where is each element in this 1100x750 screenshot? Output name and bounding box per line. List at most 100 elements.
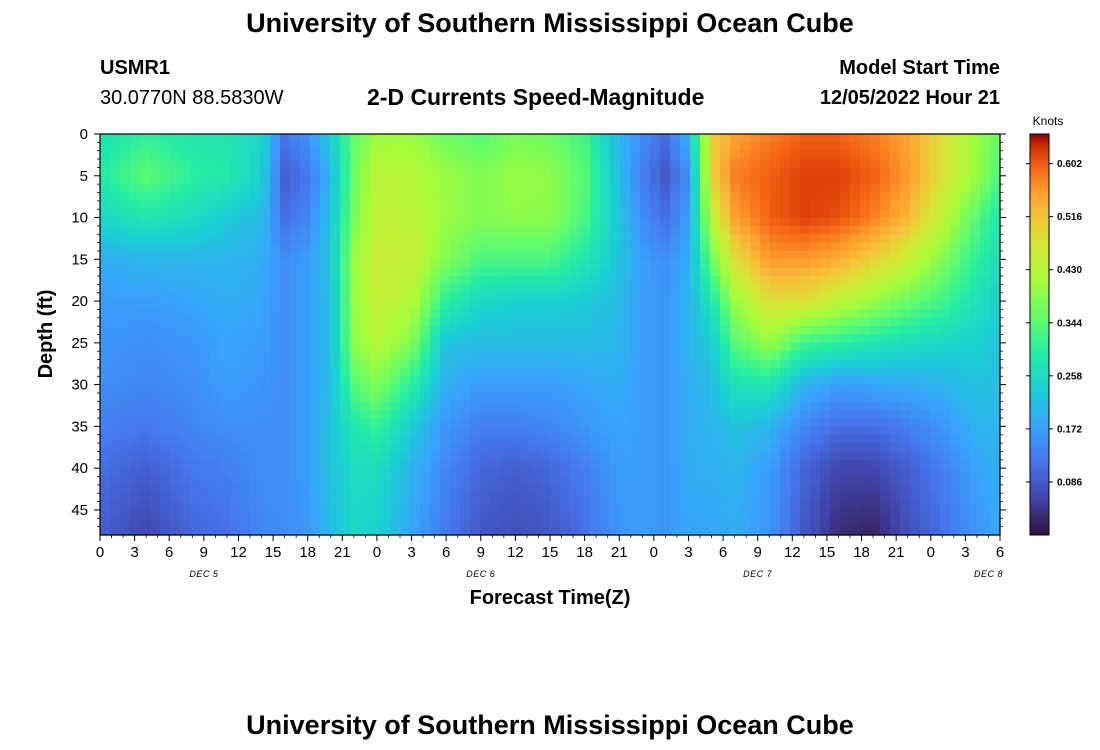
heat-cell <box>770 317 781 327</box>
heat-cell <box>840 250 851 260</box>
heat-cell <box>360 501 371 511</box>
heat-cell <box>600 192 611 202</box>
heat-cell <box>110 234 121 244</box>
heat-cell <box>270 242 281 252</box>
heat-cell <box>370 150 381 160</box>
heat-cell <box>520 384 531 394</box>
heat-cell <box>920 326 931 336</box>
heat-cell <box>380 150 391 160</box>
heat-cell <box>880 359 891 369</box>
heat-cell <box>820 367 831 377</box>
heat-cell <box>970 276 981 285</box>
heat-cell <box>550 250 561 260</box>
heat-cell <box>600 301 611 311</box>
heat-cell <box>210 276 221 285</box>
heat-cell <box>750 217 761 227</box>
heat-cell <box>650 501 661 511</box>
heat-cell <box>140 518 151 528</box>
heat-cell <box>150 242 161 252</box>
heat-cell <box>500 509 511 519</box>
heat-cell <box>270 284 281 294</box>
heat-cell <box>560 376 571 386</box>
heat-cell <box>640 434 651 444</box>
heat-cell <box>300 409 311 419</box>
heat-cell <box>190 317 201 327</box>
heat-cell <box>700 309 711 319</box>
heat-cell <box>450 484 461 494</box>
heat-cell <box>490 476 501 486</box>
heat-cell <box>250 451 261 461</box>
heat-cell <box>310 359 321 369</box>
heat-cell <box>840 159 851 169</box>
heat-cell <box>190 351 201 361</box>
heat-cell <box>820 234 831 244</box>
heat-cell <box>170 509 181 519</box>
heat-cell <box>740 384 751 394</box>
heat-cell <box>400 342 411 352</box>
heat-cell <box>590 175 601 185</box>
heat-cell <box>560 342 571 352</box>
heat-cell <box>680 276 691 285</box>
heat-cell <box>950 392 961 402</box>
heat-cell <box>400 284 411 294</box>
heat-cell <box>320 209 331 219</box>
heat-cell <box>460 159 471 169</box>
heat-cell <box>860 418 871 427</box>
heat-cell <box>470 317 481 327</box>
heat-cell <box>300 309 311 319</box>
heat-cell <box>460 476 471 486</box>
heat-cell <box>510 376 521 386</box>
heat-cell <box>630 317 641 327</box>
heat-cell <box>920 434 931 444</box>
heat-cell <box>100 301 111 311</box>
heat-cell <box>760 409 771 419</box>
heat-cell <box>900 409 911 419</box>
heat-cell <box>720 167 731 177</box>
heat-cell <box>290 250 301 260</box>
heat-cell <box>550 392 561 402</box>
heat-cell <box>100 426 111 436</box>
heat-cell <box>130 359 141 369</box>
heat-cell <box>270 459 281 469</box>
heat-cell <box>110 493 121 503</box>
heat-cell <box>440 459 451 469</box>
heat-cell <box>800 301 811 311</box>
heat-cell <box>930 225 941 235</box>
heat-cell <box>350 234 361 244</box>
heat-cell <box>180 209 191 219</box>
heat-cell <box>750 284 761 294</box>
heat-cell <box>610 509 621 519</box>
heat-cell <box>930 509 941 519</box>
heat-cell <box>660 384 671 394</box>
heat-cell <box>870 342 881 352</box>
heat-cell <box>300 451 311 461</box>
heat-cell <box>740 459 751 469</box>
heat-cell <box>580 209 591 219</box>
heat-cell <box>970 468 981 478</box>
heat-cell <box>350 242 361 252</box>
heat-cell <box>680 317 691 327</box>
heat-cell <box>560 209 571 219</box>
heat-cell <box>450 459 461 469</box>
heat-cell <box>450 476 461 486</box>
y-tick-label: 35 <box>71 418 88 435</box>
heat-cell <box>940 326 951 336</box>
heat-cell <box>870 234 881 244</box>
heat-cell <box>140 468 151 478</box>
heat-cell <box>290 234 301 244</box>
heat-cell <box>280 209 291 219</box>
heat-cell <box>510 142 521 152</box>
heat-cell <box>250 392 261 402</box>
heat-cell <box>270 276 281 285</box>
heat-cell <box>900 200 911 210</box>
heat-cell <box>600 384 611 394</box>
heat-cell <box>510 259 521 269</box>
heat-cell <box>570 209 581 219</box>
date-label: DEC 8 <box>974 569 1003 579</box>
heat-cell <box>410 326 421 336</box>
heat-cell <box>210 426 221 436</box>
heat-cell <box>990 284 1001 294</box>
heat-cell <box>270 493 281 503</box>
heat-cell <box>510 150 521 160</box>
heat-cell <box>610 401 621 411</box>
